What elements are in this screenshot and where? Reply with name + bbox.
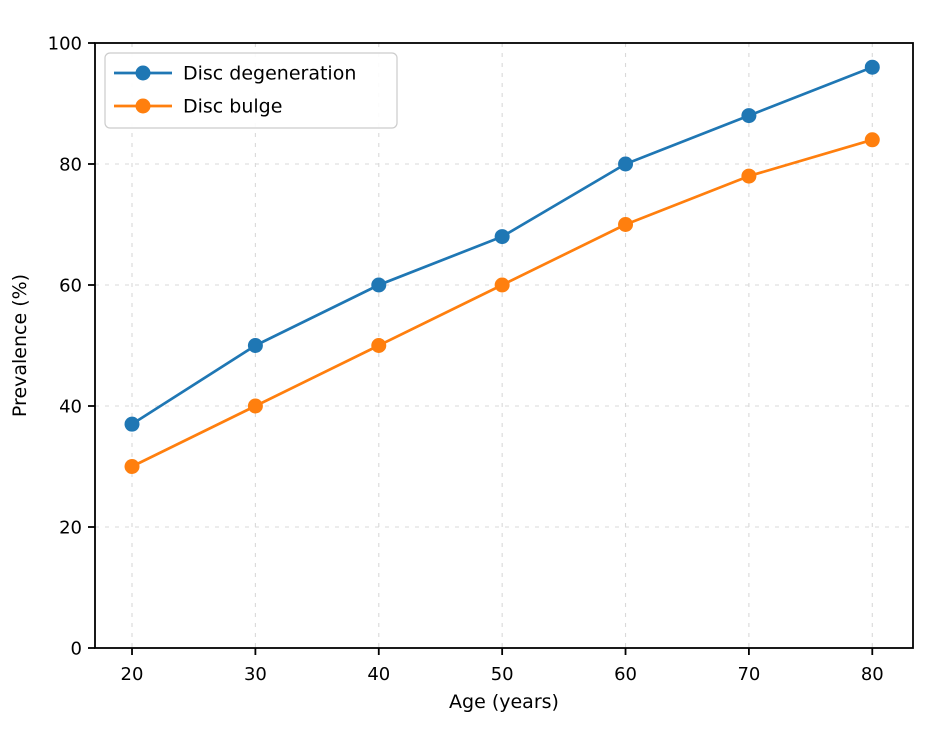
legend-marker-disc-bulge <box>135 98 151 114</box>
data-point-disc-bulge <box>741 168 757 184</box>
data-point-disc-bulge <box>124 459 140 474</box>
data-point-disc-bulge <box>494 277 510 293</box>
legend-marker-disc-degeneration <box>135 65 151 81</box>
plot-spines <box>94 42 914 649</box>
x-tick-label: 30 <box>244 664 267 685</box>
y-tick-label: 0 <box>71 639 82 660</box>
y-axis: 0 20 40 60 80 100 <box>48 34 95 660</box>
data-point-disc-degeneration <box>124 416 140 432</box>
x-tick-label: 20 <box>121 664 144 685</box>
data-point-disc-bulge <box>864 132 880 148</box>
x-tick-label: 60 <box>614 664 637 685</box>
x-axis: 20 30 40 50 60 70 80 <box>121 648 884 685</box>
x-tick-label: 50 <box>491 664 514 685</box>
data-point-disc-degeneration <box>247 338 263 353</box>
data-point-disc-degeneration <box>494 229 510 245</box>
y-tick-label: 40 <box>59 397 82 418</box>
data-point-disc-degeneration <box>618 156 634 172</box>
legend: Disc degeneration Disc bulge <box>104 52 398 129</box>
y-tick-label: 60 <box>59 276 82 297</box>
data-point-disc-bulge <box>247 398 263 414</box>
x-axis-label: Age (years) <box>449 691 559 713</box>
x-tick-label: 40 <box>367 664 390 685</box>
data-point-disc-bulge <box>618 217 634 232</box>
y-tick-label: 20 <box>59 518 82 539</box>
legend-box <box>104 52 398 129</box>
y-tick-label: 100 <box>48 34 82 55</box>
x-tick-label: 70 <box>737 664 760 685</box>
data-point-disc-bulge <box>371 338 387 353</box>
y-axis-label: Prevalence (%) <box>9 274 31 417</box>
y-tick-label: 80 <box>59 155 82 176</box>
plot-area <box>95 43 913 648</box>
data-point-disc-degeneration <box>371 277 387 293</box>
data-point-disc-degeneration <box>741 108 757 124</box>
x-tick-label: 80 <box>861 664 884 685</box>
legend-label-disc-bulge: Disc bulge <box>183 96 282 118</box>
legend-label-disc-degeneration: Disc degeneration <box>183 63 356 85</box>
data-point-disc-degeneration <box>864 59 880 75</box>
